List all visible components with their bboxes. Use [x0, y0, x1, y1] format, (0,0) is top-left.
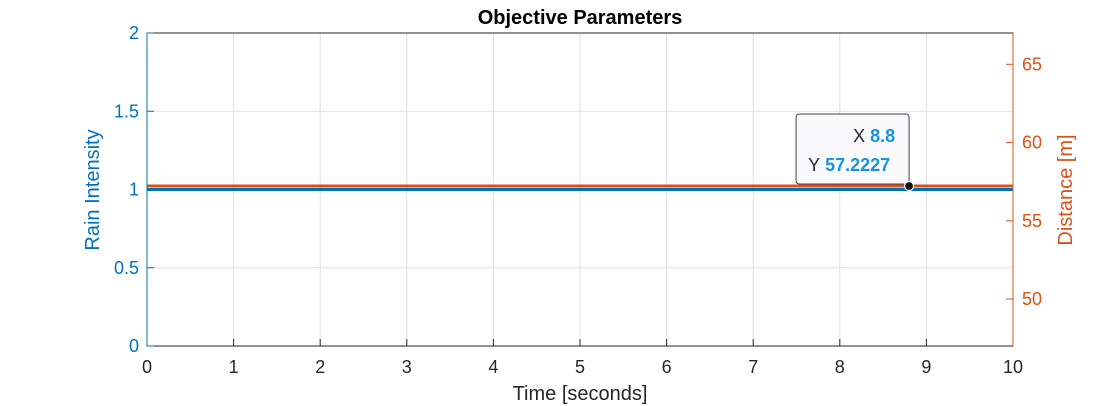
- x-tick-label: 8: [835, 357, 845, 377]
- x-tick-label: 7: [748, 357, 758, 377]
- y-left-tick-label: 2: [129, 23, 139, 43]
- y-left-tick-label: 0: [129, 336, 139, 356]
- datatip-marker[interactable]: [903, 180, 915, 192]
- x-tick-label: 10: [1003, 357, 1023, 377]
- y-right-tick-label: 65: [1022, 54, 1042, 74]
- x-tick-label: 6: [662, 357, 672, 377]
- x-tick-label: 4: [488, 357, 498, 377]
- x-tick-label: 2: [315, 357, 325, 377]
- y-right-tick-label: 55: [1022, 211, 1042, 231]
- x-tick-label: 5: [575, 357, 585, 377]
- datatip-x-value: 8.8: [870, 126, 895, 146]
- x-axis-label: Time [seconds]: [513, 383, 648, 405]
- x-tick-label: 9: [921, 357, 931, 377]
- datatip-x-label: X: [853, 126, 865, 146]
- y-axis-right-label: Distance [m]: [1055, 134, 1077, 245]
- y-left-tick-label: 1: [129, 180, 139, 200]
- y-axis-right: 50 55 60 65: [1006, 33, 1042, 346]
- y-axis-left-label: Rain Intensity: [82, 129, 104, 250]
- datatip[interactable]: X 8.8 Y 57.2227: [795, 113, 915, 192]
- x-tick-label: 0: [142, 357, 152, 377]
- y-right-tick-label: 60: [1022, 133, 1042, 153]
- chart-title: Objective Parameters: [478, 7, 683, 29]
- series-group: [147, 184, 1013, 191]
- y-axis-left: 0 0.5 1 1.5 2: [114, 23, 154, 356]
- datatip-box: [795, 113, 910, 185]
- y-left-tick-label: 1.5: [114, 101, 139, 121]
- datatip-y-label: Y: [808, 155, 820, 175]
- x-axis: 0 1 2 3 4 5 6 7 8 9 10: [142, 339, 1023, 377]
- y-left-tick-label: 0.5: [114, 258, 139, 278]
- datatip-y-value: 57.2227: [825, 155, 890, 175]
- x-tick-label: 3: [402, 357, 412, 377]
- x-tick-label: 1: [229, 357, 239, 377]
- y-right-tick-label: 50: [1022, 289, 1042, 309]
